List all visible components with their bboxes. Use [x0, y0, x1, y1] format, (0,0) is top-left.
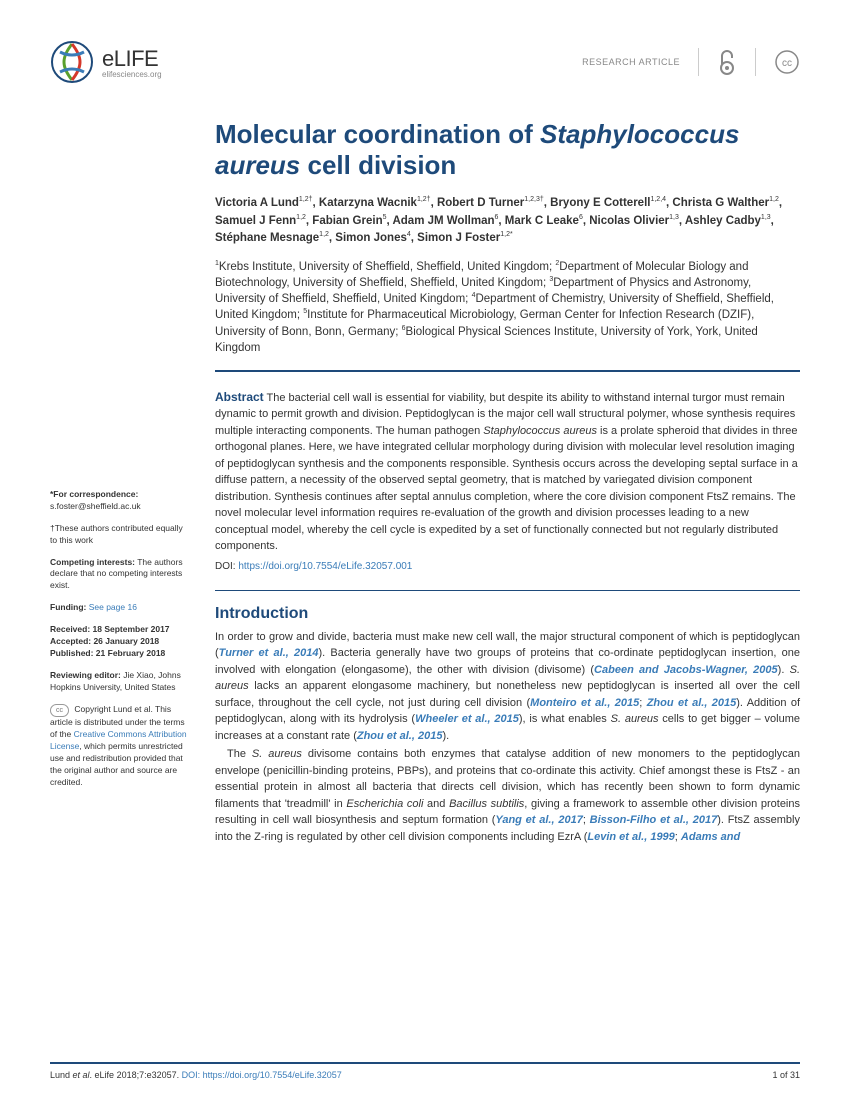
- divider: [698, 48, 699, 76]
- footer-citation: Lund et al. eLife 2018;7:e32057. DOI: ht…: [50, 1070, 342, 1080]
- svg-text:cc: cc: [782, 58, 792, 69]
- logo-subtext: elifesciences.org: [102, 70, 162, 79]
- article-type-label: RESEARCH ARTICLE: [582, 57, 680, 67]
- abstract-text: The bacterial cell wall is essential for…: [215, 392, 798, 553]
- footer-doi-link[interactable]: https://doi.org/10.7554/eLife.32057: [200, 1070, 342, 1080]
- elife-logo-icon: [50, 40, 94, 84]
- section-rule: [215, 590, 800, 591]
- article-title: Molecular coordination of Staphylococcus…: [215, 119, 800, 181]
- introduction-heading: Introduction: [215, 605, 800, 623]
- funding-link[interactable]: See page 16: [86, 602, 137, 612]
- contribution-note: †These authors contributed equally to th…: [50, 523, 190, 547]
- abstract-label: Abstract: [215, 390, 264, 404]
- doi-link[interactable]: https://doi.org/10.7554/eLife.32057.001: [238, 561, 412, 572]
- cc-badge-icon: cc: [50, 704, 69, 718]
- author-list: Victoria A Lund1,2†, Katarzyna Wacnik1,2…: [215, 195, 800, 247]
- journal-logo[interactable]: eLIFE elifesciences.org: [50, 40, 162, 84]
- reviewing-editor: Reviewing editor: Jie Xiao, Johns Hopkin…: [50, 670, 190, 694]
- funding-block: Funding: See page 16: [50, 602, 190, 614]
- divider: [755, 48, 756, 76]
- page-footer: Lund et al. eLife 2018;7:e32057. DOI: ht…: [50, 1062, 800, 1080]
- correspondence-label: *For correspondence:: [50, 489, 138, 499]
- intro-paragraph: In order to grow and divide, bacteria mu…: [215, 629, 800, 745]
- received-date: Received: 18 September 2017: [50, 624, 170, 634]
- logo-text: eLIFE: [102, 46, 162, 72]
- dates-block: Received: 18 September 2017 Accepted: 26…: [50, 624, 190, 660]
- page-number: 1 of 31: [772, 1070, 800, 1080]
- page-header: eLIFE elifesciences.org RESEARCH ARTICLE…: [50, 40, 800, 84]
- copyright-block: cc Copyright Lund et al. This article is…: [50, 704, 190, 789]
- section-rule: [215, 370, 800, 372]
- competing-interests: Competing interests: The authors declare…: [50, 557, 190, 593]
- published-date: Published: 21 February 2018: [50, 648, 165, 658]
- main-content: Molecular coordination of Staphylococcus…: [215, 119, 800, 847]
- correspondence-block: *For correspondence: s.foster@sheffield.…: [50, 489, 190, 513]
- abstract-doi: DOI: https://doi.org/10.7554/eLife.32057…: [215, 559, 800, 574]
- sidebar-metadata: *For correspondence: s.foster@sheffield.…: [50, 119, 190, 847]
- introduction-body: In order to grow and divide, bacteria mu…: [215, 629, 800, 846]
- accepted-date: Accepted: 26 January 2018: [50, 636, 159, 646]
- header-right: RESEARCH ARTICLE cc: [582, 40, 800, 76]
- open-access-icon: [717, 48, 737, 76]
- intro-paragraph: The S. aureus divisome contains both enz…: [215, 746, 800, 845]
- cc-license-icon: cc: [774, 49, 800, 75]
- correspondence-email[interactable]: s.foster@sheffield.ac.uk: [50, 501, 141, 511]
- affiliations: 1Krebs Institute, University of Sheffiel…: [215, 259, 800, 356]
- abstract-section: Abstract The bacterial cell wall is esse…: [215, 388, 800, 574]
